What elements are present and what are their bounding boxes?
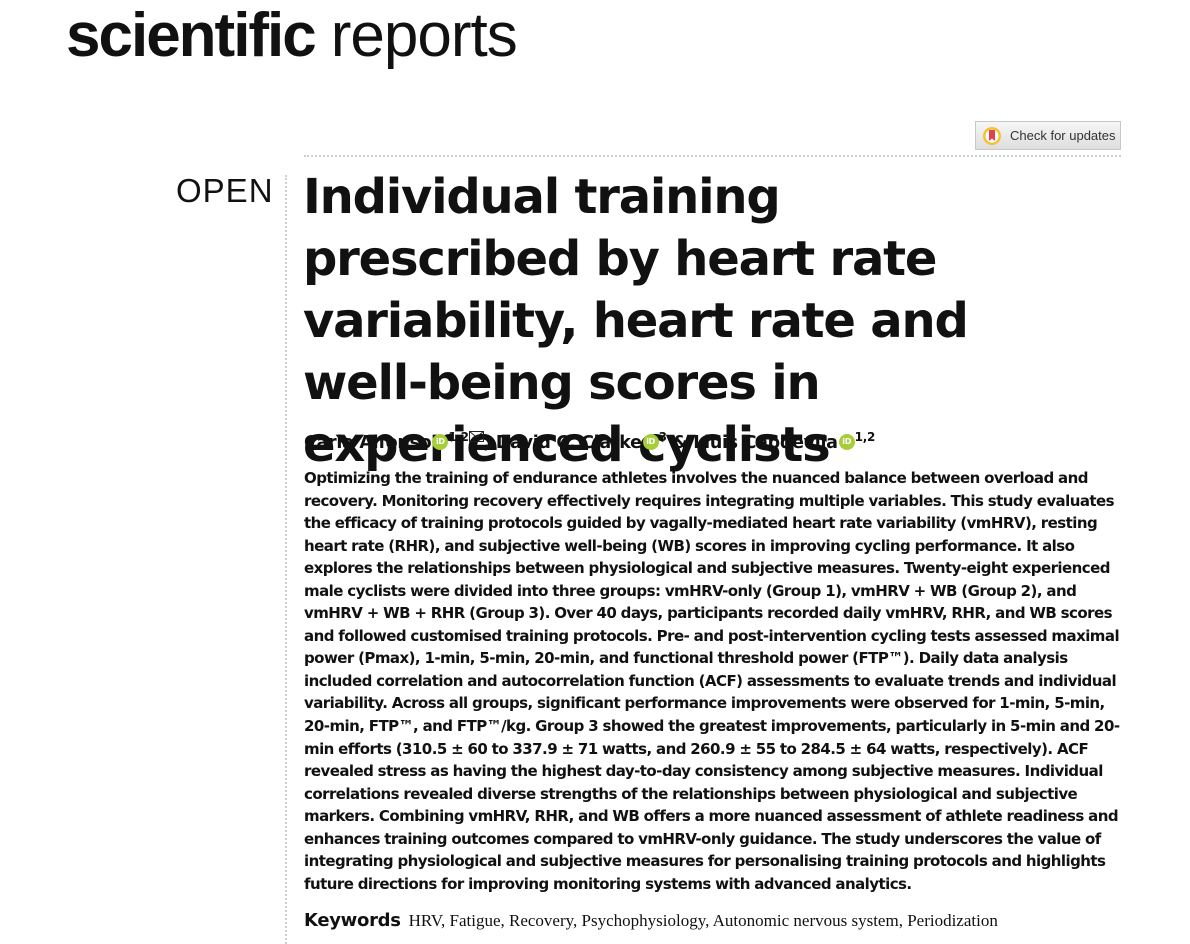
author-name[interactable]: David C. Clarke xyxy=(495,433,642,453)
keywords-list: HRV, Fatigue, Recovery, Psychophysiology… xyxy=(408,911,998,930)
author-list: Carla Alfonso iD 1,2, David C. Clarke iD 3 &… xyxy=(304,424,1134,456)
orcid-icon[interactable]: iD xyxy=(432,434,449,450)
check-for-updates-button[interactable]: Check for updates xyxy=(975,121,1121,150)
keywords-label: Keywords xyxy=(304,910,401,931)
article-title: Individual training prescribed by heart … xyxy=(303,169,969,473)
author-affiliation: 1,2 xyxy=(854,430,876,444)
orcid-icon[interactable]: iD xyxy=(838,434,855,450)
author-separator: , xyxy=(483,433,491,453)
header-divider xyxy=(304,155,1121,157)
mail-icon[interactable] xyxy=(468,431,484,442)
margin-divider xyxy=(285,175,287,944)
check-for-updates-label: Check for updates xyxy=(1010,128,1116,143)
open-access-label: OPEN xyxy=(176,172,274,209)
author-conjunction: & xyxy=(672,433,688,453)
author-affiliation: 1,2 xyxy=(448,430,469,444)
journal-logo[interactable]: scientific reports xyxy=(66,0,518,72)
abstract: Optimizing the training of endurance ath… xyxy=(304,469,1120,893)
journal-name-light: reports xyxy=(330,1,518,70)
author-affiliation: 3 xyxy=(658,430,667,444)
orcid-icon[interactable]: iD xyxy=(642,434,659,450)
keywords: Keywords HRV, Fatigue, Recovery, Psychoph… xyxy=(304,910,1134,931)
check-for-updates-icon xyxy=(983,126,1001,145)
author-name[interactable]: Lluis Capdevila xyxy=(693,433,838,453)
author-name[interactable]: Carla Alfonso xyxy=(304,433,432,453)
journal-name-bold: scientific xyxy=(66,1,317,70)
